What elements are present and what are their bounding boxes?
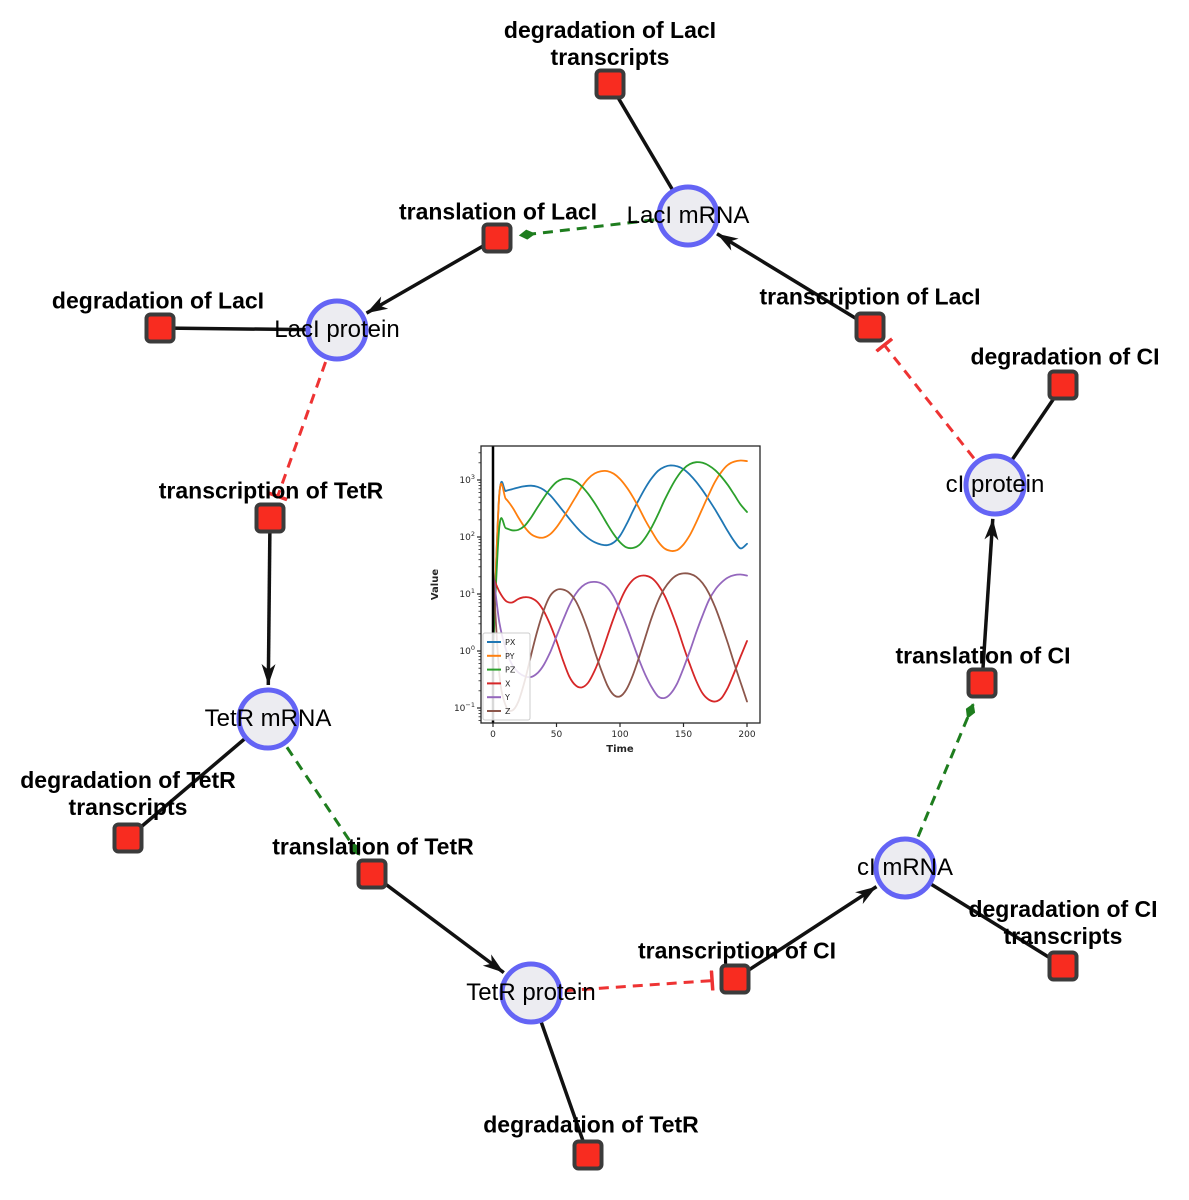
edge-laci-mrna-to-translation-of-laci bbox=[518, 214, 689, 240]
y-tick-label: 101 bbox=[459, 587, 475, 600]
x-tick-label: 50 bbox=[551, 730, 563, 740]
edge-ci-mrna-to-translation-of-ci bbox=[903, 703, 976, 869]
series-line-X bbox=[492, 574, 748, 703]
legend-label-Y: Y bbox=[504, 693, 510, 702]
reaction-node-degradation-of-tetr-transcripts[interactable] bbox=[112, 822, 144, 854]
series-line-Z bbox=[492, 570, 748, 712]
edge-tetr-mrna-to-translation-of-tetr bbox=[266, 718, 361, 856]
reaction-node-translation-of-ci[interactable] bbox=[966, 667, 998, 699]
reaction-node-transcription-of-ci[interactable] bbox=[719, 963, 751, 995]
edge-transcription-of-tetr-to-tetr-mrna bbox=[261, 517, 276, 686]
reaction-node-transcription-of-laci[interactable] bbox=[854, 311, 886, 343]
x-tick-label: 200 bbox=[738, 730, 755, 740]
reaction-node-degradation-of-tetr[interactable] bbox=[572, 1139, 604, 1171]
edge-laci-protein-to-transcription-of-tetr bbox=[278, 329, 339, 496]
x-axis-label: Time bbox=[606, 744, 634, 755]
reaction-node-degradation-of-ci-transcripts[interactable] bbox=[1047, 950, 1079, 982]
edges-layer bbox=[126, 83, 1065, 1156]
species-node-ci-protein[interactable] bbox=[963, 453, 1027, 517]
x-tick-label: 100 bbox=[611, 730, 628, 740]
inset-chart: 103 102 101 100 10−1 0 50 100 150 200 Time Value PX P… bbox=[428, 430, 768, 762]
series-line-Y bbox=[492, 570, 748, 700]
legend-box bbox=[482, 632, 531, 721]
x-tick-label: 150 bbox=[675, 730, 692, 740]
species-node-tetr-mrna[interactable] bbox=[236, 687, 300, 751]
y-tick-label: 102 bbox=[459, 530, 475, 543]
edge-transcription-of-laci-to-laci-mrna bbox=[716, 232, 871, 329]
x-tick-label: 0 bbox=[490, 730, 496, 740]
legend-label-PZ: PZ bbox=[505, 666, 516, 675]
nodes-layer bbox=[112, 68, 1079, 1171]
species-node-tetr-protein[interactable] bbox=[499, 961, 563, 1025]
legend-label-PY: PY bbox=[505, 652, 515, 661]
series-line-PX bbox=[492, 464, 748, 652]
edge-transcription-of-ci-to-ci-mrna bbox=[734, 885, 878, 981]
series-line-PZ bbox=[492, 461, 748, 652]
reaction-node-transcription-of-tetr[interactable] bbox=[254, 502, 286, 534]
edge-translation-of-ci-to-ci-protein bbox=[980, 518, 999, 684]
species-node-laci-mrna[interactable] bbox=[656, 184, 720, 248]
edge-translation-of-laci-to-laci-protein bbox=[365, 236, 498, 315]
reaction-node-degradation-of-laci[interactable] bbox=[144, 312, 176, 344]
y-tick-label: 103 bbox=[459, 473, 475, 486]
reaction-node-degradation-of-ci[interactable] bbox=[1047, 369, 1079, 401]
y-tick-label: 10−1 bbox=[454, 701, 475, 714]
reaction-node-translation-of-tetr[interactable] bbox=[356, 858, 388, 890]
legend-label-PX: PX bbox=[505, 638, 516, 647]
legend-label-Z: Z bbox=[505, 707, 511, 716]
species-node-ci-mrna[interactable] bbox=[873, 836, 937, 900]
edge-ci-protein-to-transcription-of-laci bbox=[884, 345, 997, 486]
reaction-node-translation-of-laci[interactable] bbox=[481, 222, 513, 254]
y-axis-label: Value bbox=[430, 569, 441, 600]
edge-tetr-protein-to-transcription-of-ci bbox=[530, 981, 712, 995]
species-node-laci-protein[interactable] bbox=[305, 298, 369, 362]
y-tick-label: 100 bbox=[459, 644, 475, 657]
series-line-PY bbox=[492, 459, 748, 652]
edge-translation-of-tetr-to-tetr-protein bbox=[370, 872, 505, 975]
legend: PX PY PZ XYZ bbox=[482, 632, 531, 721]
reaction-node-degradation-of-laci-transcripts[interactable] bbox=[594, 68, 626, 100]
legend-label-X: X bbox=[505, 679, 511, 688]
